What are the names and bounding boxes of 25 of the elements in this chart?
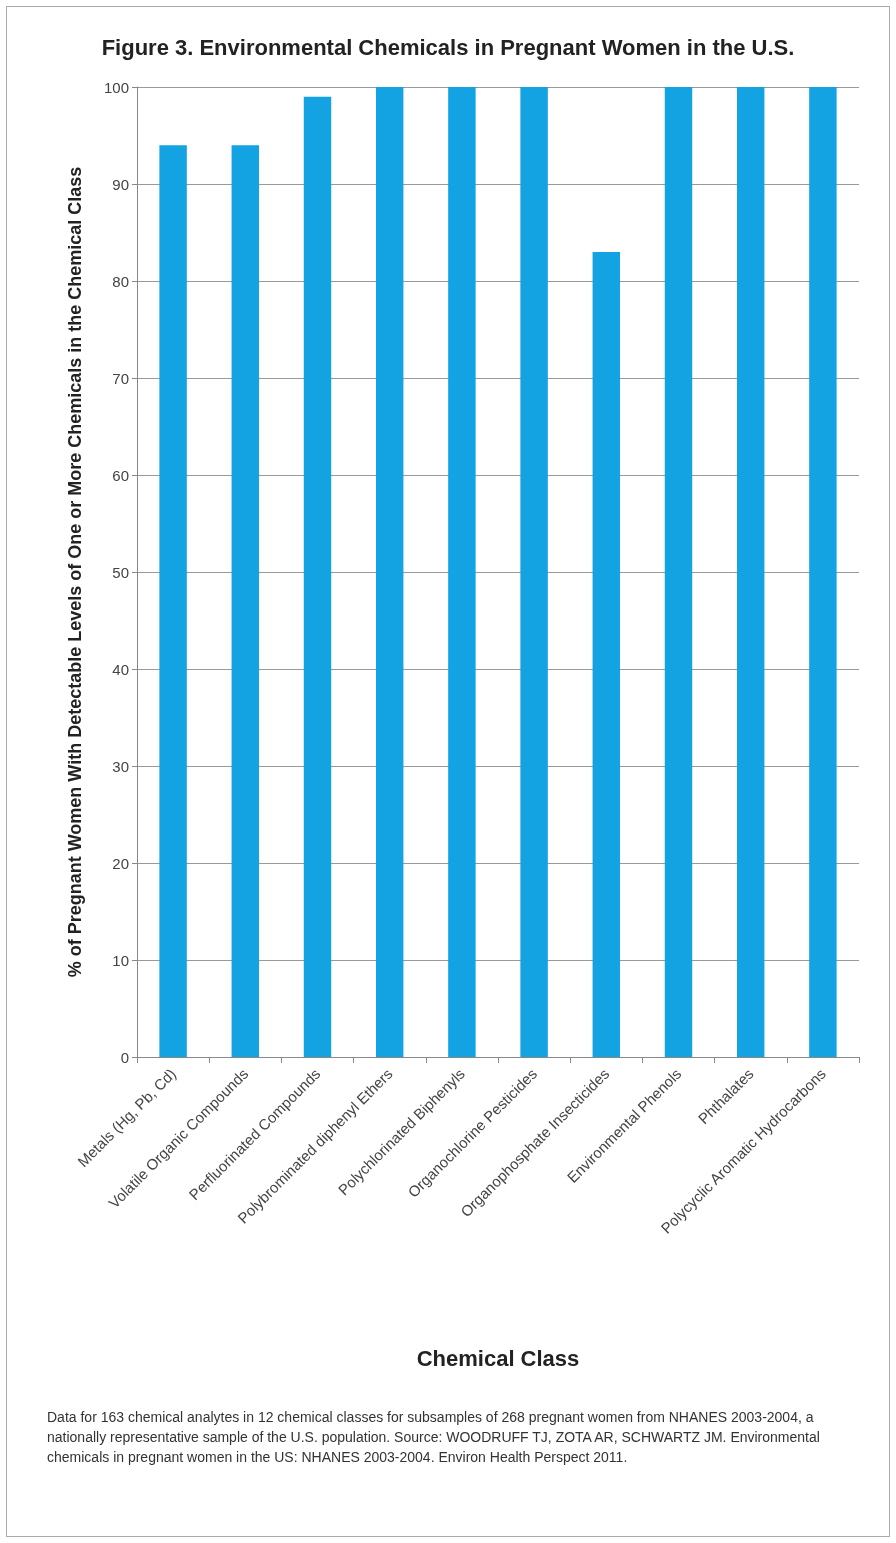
y-tick-label: 30: [112, 757, 129, 775]
y-tick-label: 80: [112, 272, 129, 290]
y-tick-label: 60: [112, 466, 129, 484]
bar: [303, 96, 332, 1057]
y-tick-label: 100: [103, 78, 129, 96]
chart-title: Figure 3. Environmental Chemicals in Pregnant Women in the U.S.: [101, 34, 795, 60]
x-axis-title: Chemical Class: [416, 1345, 580, 1371]
y-tick-label: 0: [120, 1048, 129, 1066]
bar: [520, 87, 548, 1057]
bar: [231, 145, 260, 1057]
y-tick-label: 90: [112, 175, 129, 193]
y-tick-label: 10: [112, 951, 129, 969]
bar: [592, 251, 621, 1057]
y-tick-label: 50: [112, 563, 129, 581]
bar: [664, 87, 693, 1057]
bar: [736, 87, 765, 1057]
bar: [448, 87, 476, 1057]
y-tick-label: 70: [112, 369, 129, 387]
bar: [159, 145, 187, 1057]
y-tick-label: 20: [112, 854, 129, 872]
y-axis-title: % of Pregnant Women With Detectable Levels of One or More Chemicals in the Chemical Class: [65, 166, 85, 978]
bar: [375, 87, 404, 1057]
text: Data for 163 chemical analytes in 12 chemical classes for subsamples of 268 pregnant women from NHANES 2003-2004, a nationally representative sample of the U.S. population. Source: WOODRUFF TJ, ZOTA AR, SCHWARTZ JM. Environmental chemicals in pregnant women in the US: NHANES 2003-2004. Environ Health Perspect 2011.: [47, 1408, 821, 1467]
bar: [809, 87, 837, 1057]
y-tick-label: 40: [112, 660, 129, 678]
